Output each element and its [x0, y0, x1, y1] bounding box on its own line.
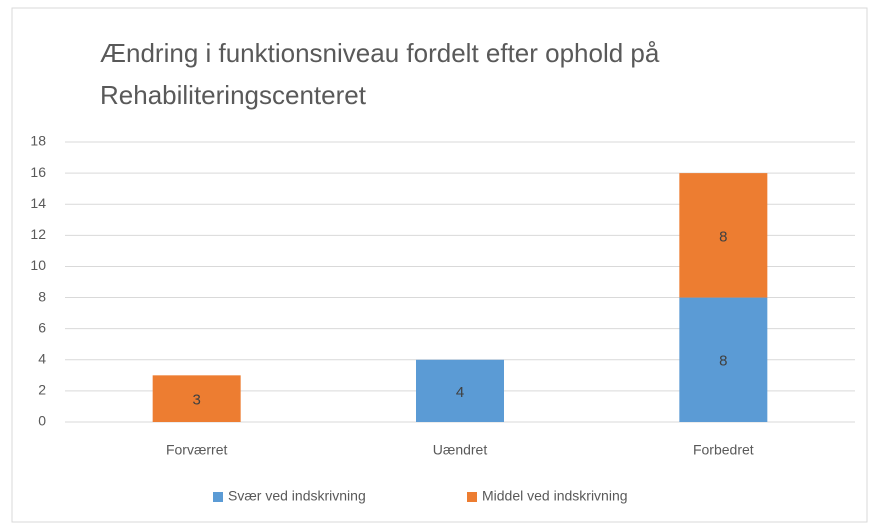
y-tick-label: 6	[38, 319, 46, 335]
y-tick-label: 2	[38, 382, 46, 398]
chart-title: Rehabiliteringscenteret	[100, 80, 367, 110]
bar-segment	[416, 359, 504, 422]
legend-swatch	[213, 492, 223, 502]
legend-label: Svær ved indskrivning	[228, 488, 366, 504]
legend-swatch	[467, 492, 477, 502]
data-label: 8	[719, 353, 727, 370]
legend-label: Middel ved indskrivning	[482, 488, 628, 504]
data-label: 8	[719, 228, 727, 245]
y-tick-label: 8	[38, 288, 46, 304]
y-tick-label: 16	[30, 164, 46, 180]
x-tick-label: Uændret	[433, 442, 488, 458]
y-tick-label: 0	[38, 413, 46, 429]
y-tick-label: 14	[30, 195, 46, 211]
y-tick-label: 10	[30, 257, 46, 273]
bar-segment	[152, 375, 241, 422]
data-label: 4	[456, 384, 464, 401]
y-tick-label: 18	[30, 133, 46, 149]
x-tick-label: Forbedret	[693, 442, 754, 458]
x-tick-label: Forværret	[166, 442, 228, 458]
bar-segment	[679, 173, 768, 298]
chart-title: Ændring i funktionsniveau fordelt efter …	[100, 38, 660, 68]
bar-segment	[679, 297, 768, 422]
y-tick-label: 4	[38, 350, 46, 366]
y-tick-label: 12	[30, 226, 46, 242]
data-label: 3	[192, 392, 200, 409]
